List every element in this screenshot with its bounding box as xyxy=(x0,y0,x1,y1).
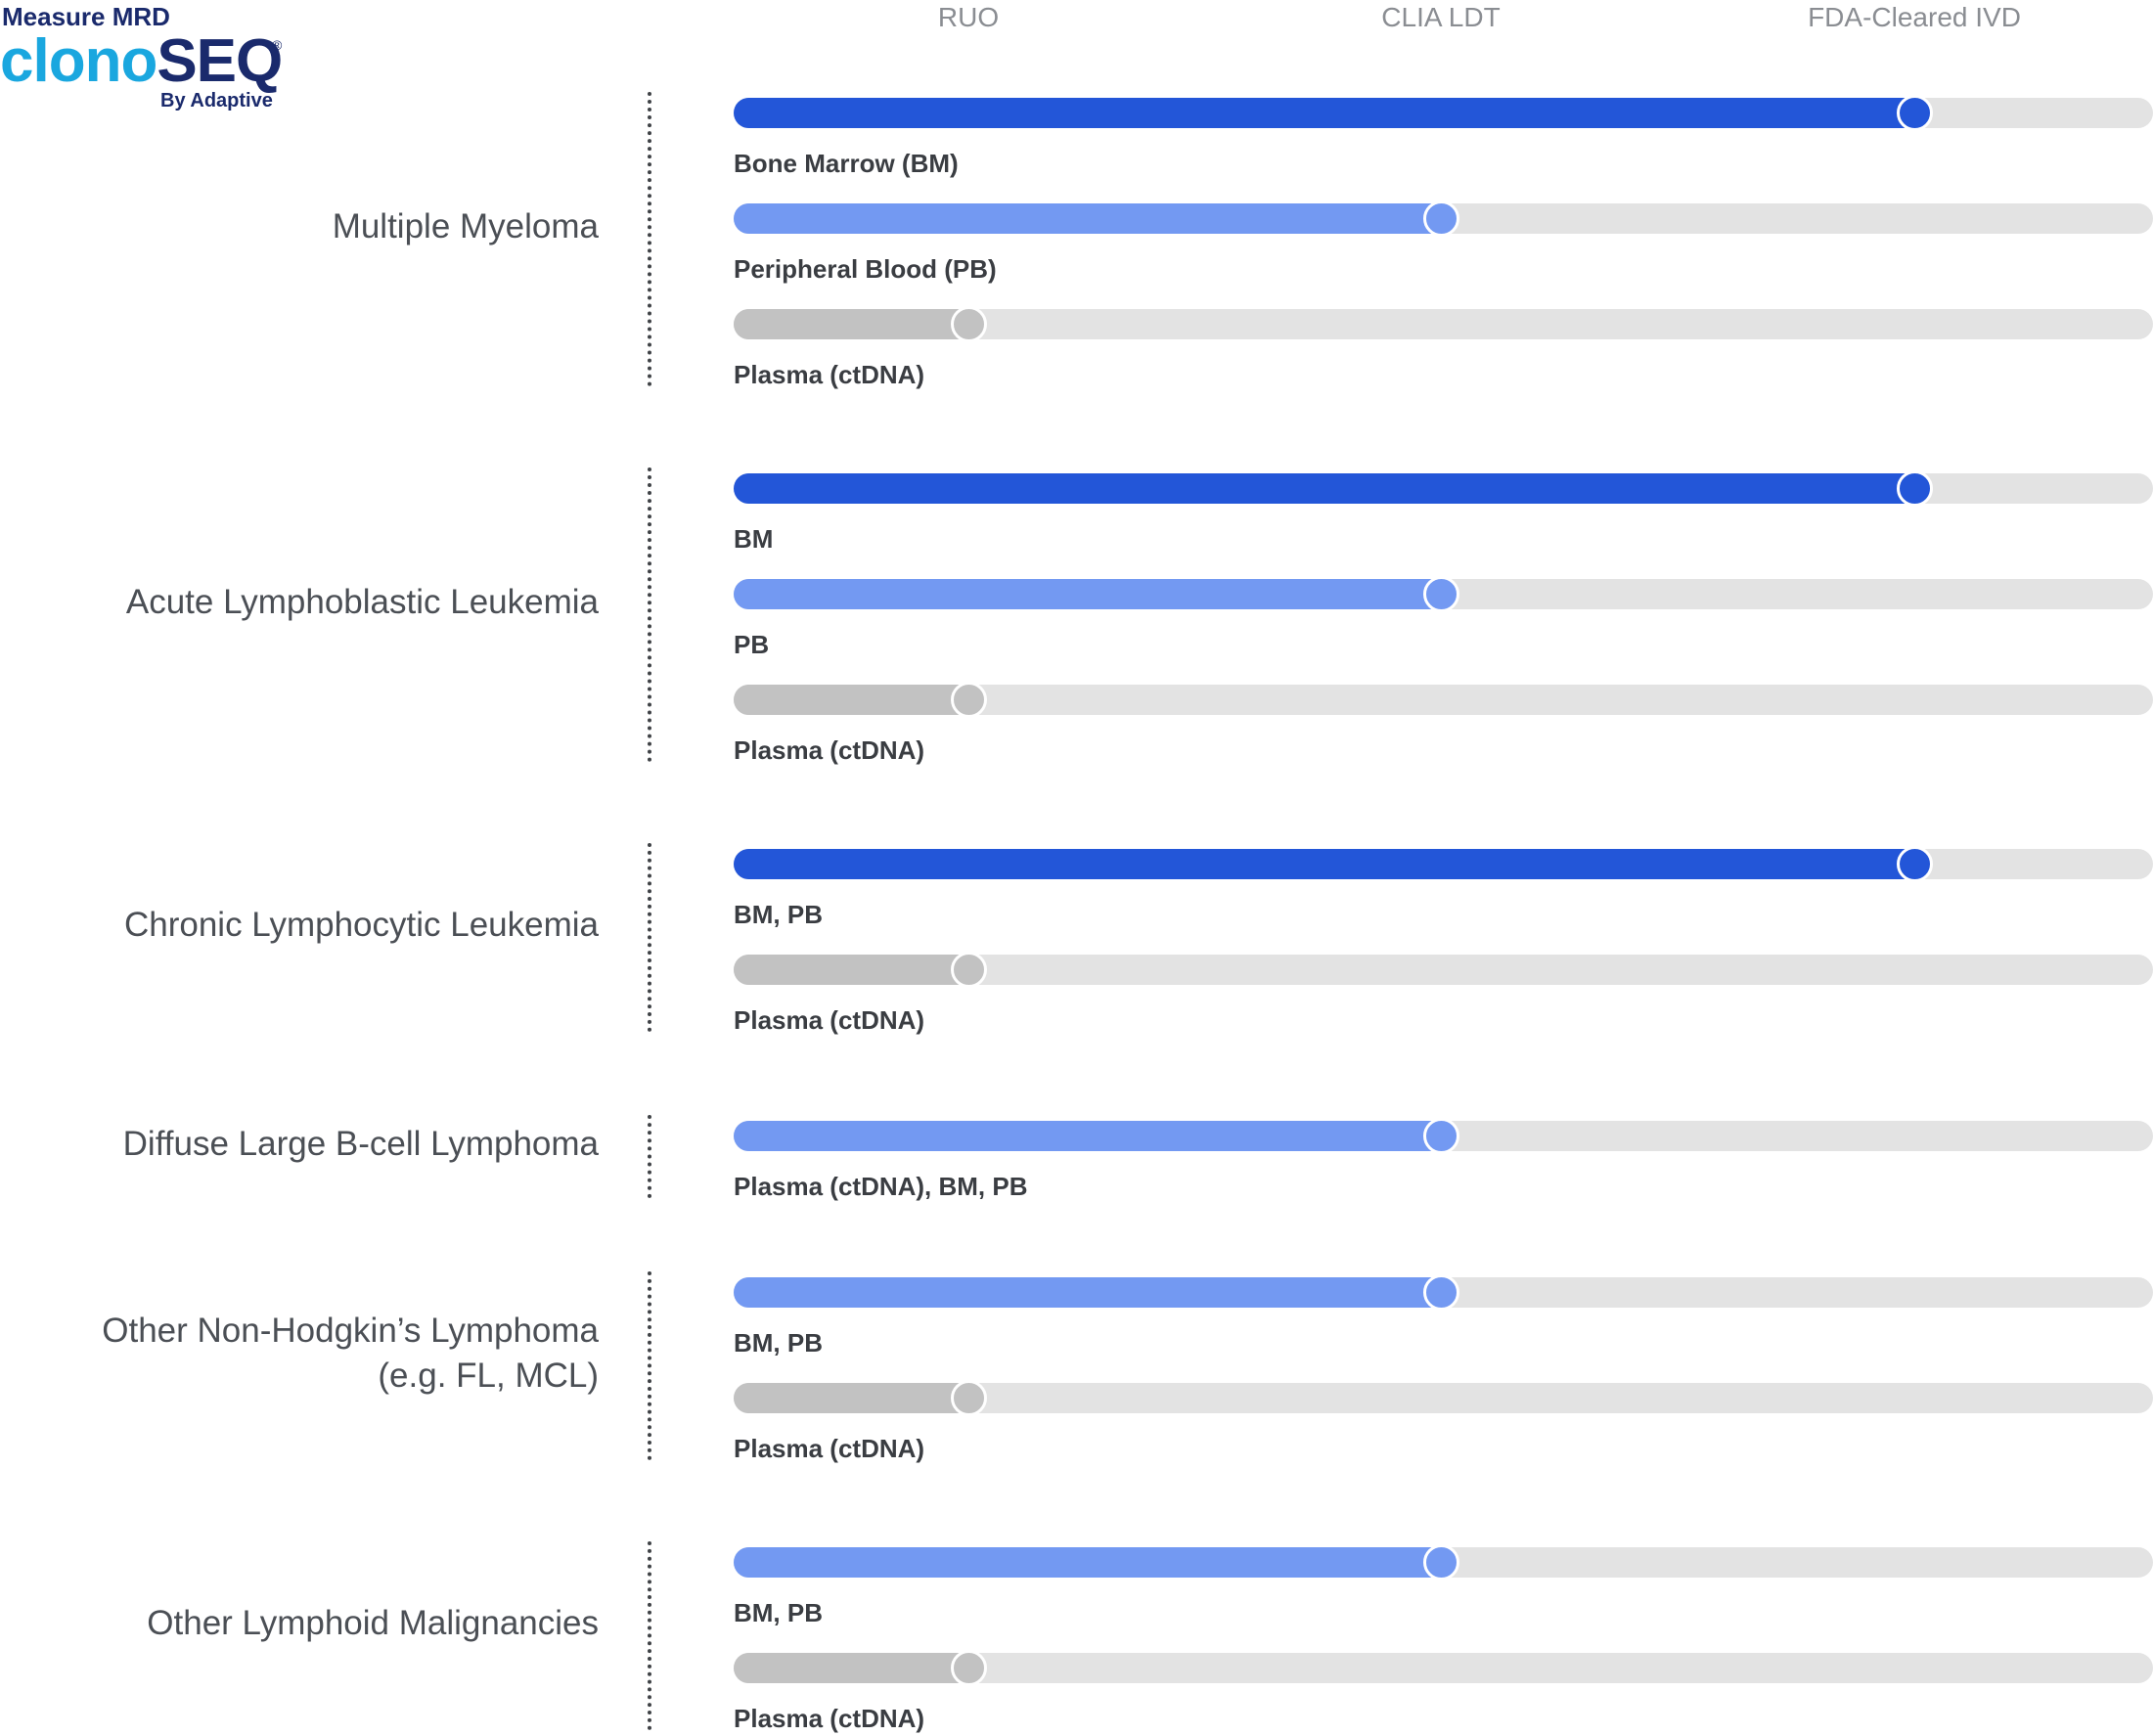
group-label-other-lymphoid-malignancies: Other Lymphoid Malignancies xyxy=(0,1601,599,1646)
logo-brand-part1: clono xyxy=(0,27,157,95)
group-label-other-non-hodgkin-s-lymphoma: Other Non-Hodgkin’s Lymphoma (e.g. FL, MC… xyxy=(0,1309,599,1399)
logo-brand-part2: SEQ xyxy=(157,27,283,95)
bar-knob xyxy=(1423,200,1459,237)
group-label-line: Other Lymphoid Malignancies xyxy=(147,1603,599,1642)
bar-label: Plasma (ctDNA) xyxy=(734,1704,925,1733)
bar-fill xyxy=(734,849,1920,879)
bar-fill xyxy=(734,203,1447,234)
logo-registered-mark: ® xyxy=(272,37,283,53)
column-header-fda-cleared-ivd: FDA-Cleared IVD xyxy=(1808,2,2021,32)
group-label-line: Acute Lymphoblastic Leukemia xyxy=(125,582,599,621)
bar-track xyxy=(734,200,2153,237)
bar-track xyxy=(734,576,2153,612)
bar-knob xyxy=(1423,1274,1459,1311)
bar-fill xyxy=(734,579,1447,609)
bar-track xyxy=(734,1274,2153,1311)
group-divider xyxy=(648,1115,651,1198)
bar-fill xyxy=(734,1547,1447,1578)
clonoseq-logo: Measure MRD clonoSEQ ® By Adaptive xyxy=(0,0,293,117)
bar-knob xyxy=(951,1650,987,1686)
bar-fill xyxy=(734,1383,974,1413)
group-divider xyxy=(648,843,651,1032)
bar-fill xyxy=(734,685,974,715)
group-label-line: Chronic Lymphocytic Leukemia xyxy=(123,905,599,944)
group-label-line: (e.g. FL, MCL) xyxy=(378,1356,599,1395)
bar-fill xyxy=(734,1121,1447,1151)
bar-knob xyxy=(1897,470,1933,507)
bar-label: PB xyxy=(734,630,770,659)
logo-brand: clonoSEQ xyxy=(0,27,283,96)
bar-label: Plasma (ctDNA) xyxy=(734,1434,925,1463)
bar-label: Bone Marrow (BM) xyxy=(734,149,959,178)
group-label-line: Multiple Myeloma xyxy=(332,206,599,245)
bar-label: BM xyxy=(734,524,774,554)
bar-track xyxy=(734,952,2153,988)
group-label-chronic-lymphocytic-leukemia: Chronic Lymphocytic Leukemia xyxy=(0,903,599,948)
group-divider xyxy=(648,1271,651,1460)
bar-knob xyxy=(951,306,987,342)
group-label-line: Other Non-Hodgkin’s Lymphoma xyxy=(102,1311,599,1350)
group-label-diffuse-large-b-cell-lymphoma: Diffuse Large B-cell Lymphoma xyxy=(0,1122,599,1167)
bar-fill xyxy=(734,309,974,339)
group-label-acute-lymphoblastic-leukemia: Acute Lymphoblastic Leukemia xyxy=(0,580,599,625)
bar-track xyxy=(734,1380,2153,1416)
bar-knob xyxy=(1897,95,1933,131)
bar-label: BM, PB xyxy=(734,1598,823,1627)
group-divider xyxy=(648,92,651,386)
bar-fill xyxy=(734,98,1920,128)
bar-label: BM, PB xyxy=(734,1328,823,1358)
bar-track xyxy=(734,1118,2153,1154)
bar-fill xyxy=(734,473,1920,504)
logo-eyebrow: Measure MRD xyxy=(2,2,170,31)
logo-byline: By Adaptive xyxy=(160,90,273,111)
column-header-ruo: RUO xyxy=(937,2,1000,32)
bar-track xyxy=(734,846,2153,882)
bar-track xyxy=(734,682,2153,718)
bar-fill xyxy=(734,955,974,985)
bar-knob xyxy=(1423,1118,1459,1154)
bar-knob xyxy=(1423,1544,1459,1580)
bar-track xyxy=(734,306,2153,342)
bar-knob xyxy=(951,1380,987,1416)
group-label-multiple-myeloma: Multiple Myeloma xyxy=(0,204,599,249)
bar-knob xyxy=(1423,576,1459,612)
bar-fill xyxy=(734,1653,974,1683)
column-header-clia-ldt: CLIA LDT xyxy=(1381,2,1501,32)
bar-label: Plasma (ctDNA) xyxy=(734,735,925,765)
bar-track xyxy=(734,95,2153,131)
bar-label: BM, PB xyxy=(734,900,823,929)
bar-track xyxy=(734,470,2153,507)
bar-track xyxy=(734,1544,2153,1580)
bar-knob xyxy=(951,682,987,718)
bar-label: Plasma (ctDNA) xyxy=(734,1005,925,1035)
bar-fill xyxy=(734,1277,1447,1308)
bar-knob xyxy=(1897,846,1933,882)
bar-track xyxy=(734,1650,2153,1686)
bar-knob xyxy=(951,952,987,988)
bar-label: Peripheral Blood (PB) xyxy=(734,254,997,284)
bar-label: Plasma (ctDNA), BM, PB xyxy=(734,1172,1028,1201)
bar-label: Plasma (ctDNA) xyxy=(734,360,925,389)
group-divider xyxy=(648,467,651,762)
group-divider xyxy=(648,1541,651,1730)
group-label-line: Diffuse Large B-cell Lymphoma xyxy=(122,1124,599,1163)
